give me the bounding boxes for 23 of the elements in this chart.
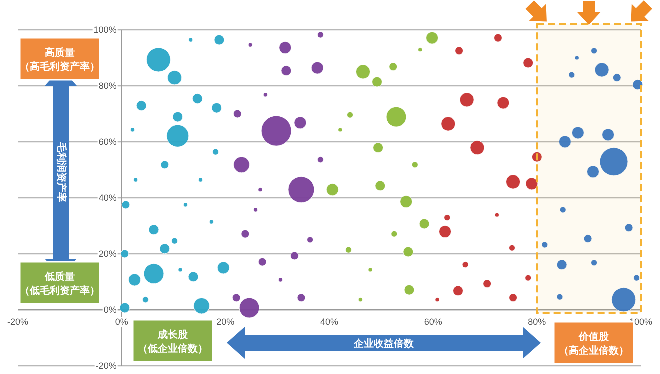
annotation: 低质量: [44, 271, 75, 283]
y-tick-label: -20%: [96, 361, 117, 371]
x-tick-label: 0%: [115, 317, 128, 327]
annotation: （高企业倍数）: [559, 345, 629, 357]
y-tick-label: 40%: [98, 193, 117, 203]
x-tick-label: 60%: [424, 317, 442, 327]
y-tick-label: 80%: [98, 81, 117, 91]
annotation: （低企业倍数）: [138, 343, 208, 355]
x-tick-label: 20%: [216, 317, 235, 327]
y-tick-label: 60%: [98, 137, 117, 147]
x-axis-title: 企业收益倍数: [353, 338, 415, 350]
annotation: 价值股: [578, 331, 610, 343]
annotation: （高毛利资产率）: [20, 61, 100, 73]
y-tick-label: 100%: [94, 25, 117, 35]
annotation: 高质量: [45, 47, 75, 59]
x-tick-label: -20%: [7, 317, 29, 327]
x-tick-label: 40%: [320, 317, 339, 327]
y-tick-label: 20%: [98, 249, 117, 259]
x-tick-label: 80%: [528, 317, 546, 327]
y-axis-title: 毛利润资产率: [55, 142, 68, 202]
y-tick-label: 0%: [104, 305, 117, 315]
annotation: 成长股: [157, 329, 189, 341]
annotation: （低毛利资产率）: [20, 285, 100, 297]
